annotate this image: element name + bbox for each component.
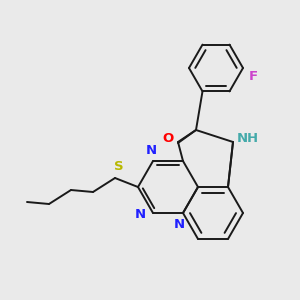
Text: N: N	[236, 131, 247, 145]
Text: O: O	[162, 131, 174, 145]
Text: S: S	[114, 160, 124, 173]
Text: N: N	[173, 218, 184, 232]
Text: N: N	[146, 143, 157, 157]
Text: N: N	[134, 208, 146, 221]
Text: H: H	[246, 131, 258, 145]
Text: F: F	[248, 70, 258, 83]
